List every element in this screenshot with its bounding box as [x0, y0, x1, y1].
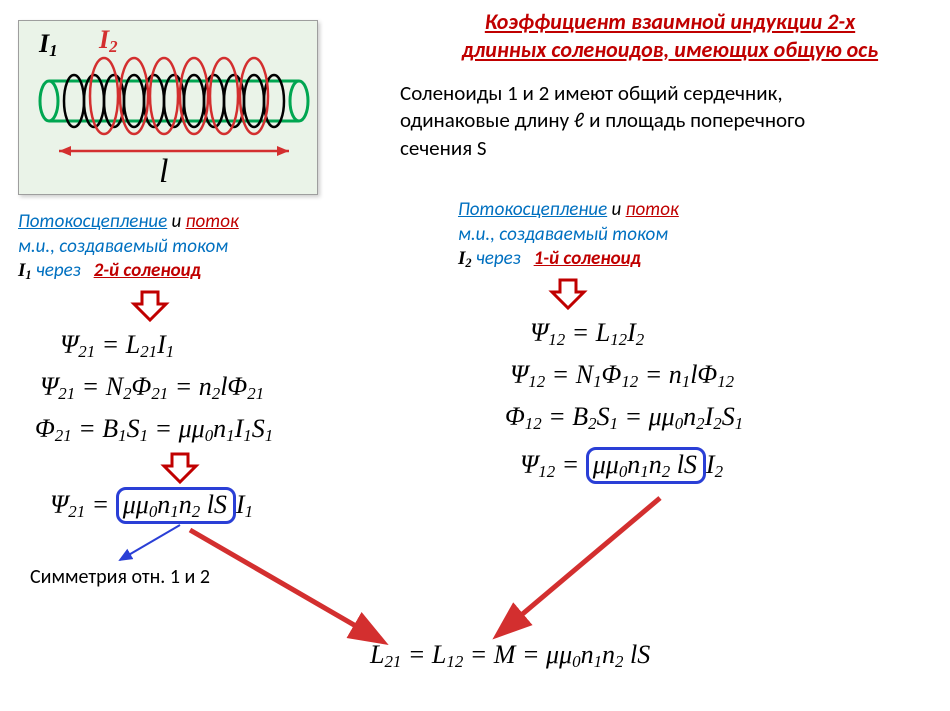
- title-line2: длинных соленоидов, имеющих общую ось: [462, 36, 878, 63]
- eq-r3: Φ12 = B2S1 = μμ0n2I2S1: [505, 402, 743, 434]
- down-arrow-left1: [130, 290, 170, 322]
- right-cap-d: м.и., создаваемый током: [458, 223, 668, 246]
- intro-text: Соленоиды 1 и 2 имеют общий сердечник, о…: [400, 80, 940, 162]
- big-arrow-right: [480, 488, 700, 648]
- thin-blue-arrow: [110, 520, 200, 570]
- page-title: Коэффициент взаимной индукции 2-х длинны…: [400, 8, 940, 63]
- eq-r2: Ψ12 = N1Φ12 = n1lΦ12: [510, 360, 734, 392]
- down-arrow-right1: [548, 278, 588, 310]
- title-line1: Коэффициент взаимной индукции 2-х: [485, 8, 855, 35]
- symmetry-note: Симметрия отн. 1 и 2: [30, 565, 210, 589]
- eq-final: L21 = L12 = M = μμ0n1n2 lS: [370, 640, 650, 672]
- right-cap-c: поток: [626, 198, 679, 221]
- eq-l2: Ψ21 = N2Φ21 = n2lΦ21: [40, 372, 264, 404]
- left-cap-f: 2-й соленоид: [94, 259, 201, 282]
- right-cap-a: Потокосцепление: [458, 198, 607, 221]
- right-cap-e: через: [476, 247, 521, 270]
- left-cap-a: Потокосцепление: [18, 210, 167, 233]
- left-caption: Потокосцепление и поток м.и., создаваемы…: [18, 210, 318, 284]
- left-cap-d: м.и., создаваемый током: [18, 235, 228, 258]
- eq-r1: Ψ12 = L12I2: [530, 318, 644, 350]
- eq-r4: Ψ12 = μμ0n1n2 lSI2: [520, 450, 723, 482]
- solenoid-diagram: I1 I2 l: [18, 20, 318, 195]
- down-arrow-left2: [160, 452, 200, 484]
- right-caption: Потокосцепление и поток м.и., создаваемы…: [458, 198, 778, 272]
- eq-r4-box: μμ0n1n2 lS: [586, 447, 706, 484]
- eq-l1: Ψ21 = L21I1: [60, 330, 174, 362]
- right-cap-f: 1-й соленоид: [534, 247, 641, 270]
- eq-l3: Φ21 = B1S1 = μμ0n1I1S1: [35, 414, 273, 446]
- eq-l4: Ψ21 = μμ0n1n2 lSI1: [50, 490, 253, 522]
- big-arrow-left: [180, 520, 430, 660]
- eq-l4-box: μμ0n1n2 lS: [116, 487, 236, 524]
- left-cap-e: через: [36, 259, 81, 282]
- left-cap-c: поток: [186, 210, 239, 233]
